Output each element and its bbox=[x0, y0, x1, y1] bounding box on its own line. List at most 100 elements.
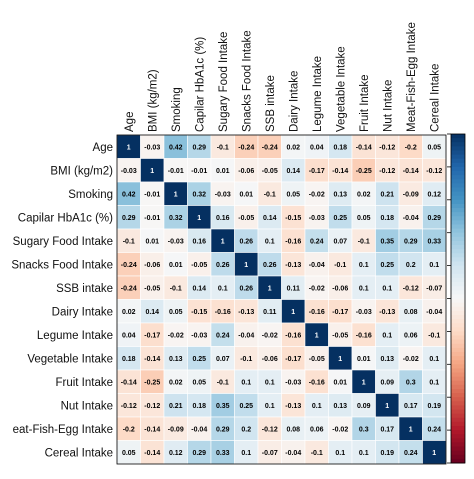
cell-value-label: -0.1 bbox=[123, 239, 135, 246]
color-scale-segment bbox=[451, 409, 465, 415]
cell-value-label: 0.1 bbox=[312, 403, 322, 410]
cell-value-label: 0.18 bbox=[380, 215, 394, 222]
cell-value-label: -0.14 bbox=[144, 450, 160, 457]
color-scale-segment bbox=[451, 310, 465, 316]
cell-value-label: 0.1 bbox=[359, 262, 369, 269]
cell-value-label: -0.16 bbox=[309, 309, 325, 316]
cell-value-label: 0.33 bbox=[427, 239, 441, 246]
cell-value-label: -0.12 bbox=[379, 168, 395, 175]
cell-value-label: 0.25 bbox=[333, 215, 347, 222]
cell-value-label: 1 bbox=[409, 427, 413, 434]
color-scale-segment bbox=[451, 347, 465, 353]
color-scale-segment bbox=[451, 434, 465, 439]
cell-value-label: 0.1 bbox=[429, 380, 439, 387]
cell-value-label: 0.09 bbox=[357, 403, 371, 410]
cell-value-label: 0.2 bbox=[241, 427, 251, 434]
column-label-dairy-intake: Dairy Intake bbox=[288, 71, 300, 132]
column-label-sugary-food-intake: Sugary Food Intake bbox=[218, 32, 230, 132]
cell-value-label: -0.13 bbox=[285, 403, 301, 410]
cell-value-label: -0.03 bbox=[215, 192, 231, 199]
cell-value-label: 0.05 bbox=[286, 192, 300, 199]
cell-value-label: 0.19 bbox=[427, 403, 441, 410]
color-scale-segment bbox=[451, 158, 465, 164]
row-label-dairy-intake: Dairy Intake bbox=[52, 306, 113, 318]
cell-value-label: -0.16 bbox=[356, 333, 372, 340]
color-scale-segment bbox=[451, 384, 465, 390]
cell-value-label: -0.02 bbox=[332, 427, 348, 434]
cell-value-label: 0.32 bbox=[192, 192, 206, 199]
cell-value-label: -0.13 bbox=[379, 309, 395, 316]
color-scale-segment bbox=[451, 216, 465, 221]
color-scale-segment bbox=[451, 245, 465, 250]
cell-value-label: 0.1 bbox=[382, 286, 392, 293]
color-scale-segment bbox=[451, 360, 465, 365]
cell-value-label: -0.04 bbox=[309, 262, 325, 269]
cell-value-label: 0.02 bbox=[169, 380, 183, 387]
cell-value-label: -0.1 bbox=[428, 333, 440, 340]
column-labels: Age BMI (kg/m2) Smoking Capilar HbA1c (%) Su… bbox=[124, 22, 442, 132]
cell-value-label: 0.21 bbox=[169, 403, 183, 410]
cell-value-label: -0.03 bbox=[191, 333, 207, 340]
cell-value-label: -0.04 bbox=[426, 309, 442, 316]
heatmap-cells: 1 -0.03 0.42 0.29 -0.1 -0.24 -0.24 0.02 0.04 0.18… bbox=[116, 134, 447, 465]
color-scale-segment bbox=[451, 175, 465, 180]
cell-value-label: -0.05 bbox=[191, 262, 207, 269]
color-scale-segment bbox=[451, 273, 465, 279]
cell-value-label: 0.1 bbox=[359, 286, 369, 293]
color-scale-segment bbox=[451, 327, 465, 332]
cell-value-label: -0.1 bbox=[170, 286, 182, 293]
cell-value-label: -0.02 bbox=[309, 192, 325, 199]
color-scale-segment bbox=[451, 228, 465, 234]
cell-value-label: 0.13 bbox=[380, 356, 394, 363]
color-scale-segment bbox=[451, 401, 465, 406]
color-scale-segment bbox=[451, 380, 465, 386]
color-scale-segment bbox=[451, 314, 465, 320]
cell-value-label: -0.25 bbox=[144, 380, 160, 387]
cell-value-label: 0.25 bbox=[239, 403, 253, 410]
cell-value-label: -0.15 bbox=[191, 309, 207, 316]
cell-value-label: 0.18 bbox=[122, 356, 136, 363]
cell-value-label: -0.03 bbox=[168, 239, 184, 246]
cell-value-label: -0.14 bbox=[403, 168, 419, 175]
cell-value-label: -0.17 bbox=[309, 168, 325, 175]
cell-value-label: -0.16 bbox=[215, 309, 231, 316]
cell-value-label: 1 bbox=[268, 286, 272, 293]
color-scale-segment bbox=[451, 195, 465, 201]
color-scale-segment bbox=[451, 442, 465, 448]
cell-value-label: 1 bbox=[338, 356, 342, 363]
cell-value-label: 0.32 bbox=[169, 215, 183, 222]
cell-value-label: -0.14 bbox=[356, 145, 372, 152]
column-label-age: Age bbox=[124, 112, 136, 132]
cell-value-label: -0.01 bbox=[144, 192, 160, 199]
color-scale-segment bbox=[451, 393, 465, 398]
row-label-cereal-intake: Cereal Intake bbox=[45, 447, 113, 459]
color-scale-segment bbox=[451, 240, 465, 246]
color-scale-segment bbox=[451, 261, 465, 267]
row-label-legume-intake: Legume Intake bbox=[37, 330, 113, 342]
cell-value-label: -0.05 bbox=[332, 333, 348, 340]
cell-value-label: -0.09 bbox=[168, 427, 184, 434]
cell-value-label: -0.04 bbox=[403, 215, 419, 222]
cell-value-label: -0.13 bbox=[285, 262, 301, 269]
cell-value-label: 0.29 bbox=[427, 215, 441, 222]
row-label-age: Age bbox=[93, 142, 113, 154]
cell-value-label: 0.01 bbox=[239, 192, 253, 199]
cell-value-label: 0.29 bbox=[122, 215, 136, 222]
color-scale-segment bbox=[451, 286, 465, 291]
cell-value-label: 0.24 bbox=[404, 450, 418, 457]
cell-value-label: -0.05 bbox=[262, 168, 278, 175]
cell-value-label: -0.25 bbox=[356, 168, 372, 175]
cell-value-label: 0.26 bbox=[239, 286, 253, 293]
cell-value-label: -0.24 bbox=[121, 262, 137, 269]
cell-value-label: 1 bbox=[197, 215, 201, 222]
color-scale-segment bbox=[451, 298, 465, 304]
color-scale-segment bbox=[451, 187, 465, 193]
color-scale-segment bbox=[451, 212, 465, 217]
cell-value-label: 0.1 bbox=[265, 380, 275, 387]
column-label-bmi-kg-m2: BMI (kg/m2) bbox=[147, 69, 159, 132]
cell-value-label: 0.05 bbox=[357, 215, 371, 222]
cell-value-label: 0.14 bbox=[263, 215, 277, 222]
cell-value-label: -0.05 bbox=[144, 286, 160, 293]
color-scale-segment bbox=[451, 183, 465, 188]
cell-value-label: 0.35 bbox=[380, 239, 394, 246]
